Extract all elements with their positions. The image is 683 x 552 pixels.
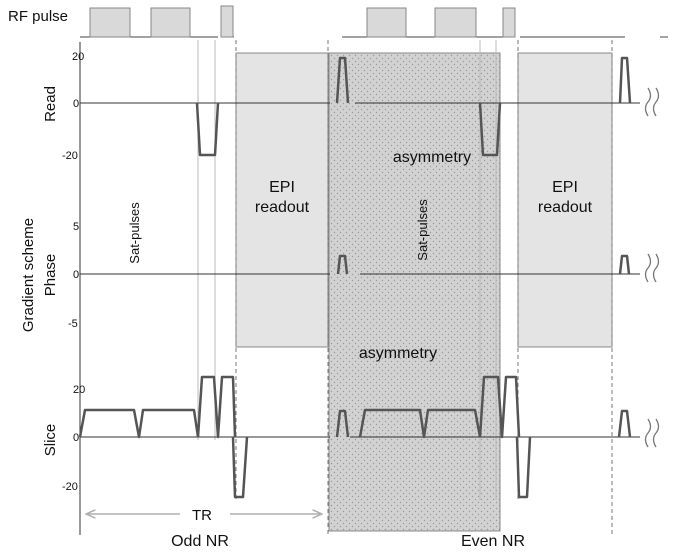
read-trace — [195, 56, 632, 157]
slice-lobes-odd — [196, 375, 237, 439]
rf-pulse-odd-3 — [220, 5, 234, 38]
slice-tick-neg: -20 — [62, 481, 78, 493]
slice-trace — [78, 375, 632, 499]
gradient-scheme-label: Gradient scheme — [20, 218, 37, 332]
slice-neg-even — [515, 436, 532, 499]
epi-readout-box-even — [517, 52, 613, 348]
slice-blip-even-1 — [335, 409, 350, 438]
read-break-icon — [644, 87, 660, 117]
read-tick-zero: 0 — [73, 98, 79, 110]
odd-nr-label: Odd NR — [171, 533, 229, 550]
slice-break-icon — [644, 418, 660, 448]
slice-tick-pos: 20 — [73, 384, 85, 396]
epi-readout-label-odd-2: readout — [255, 199, 310, 216]
read-blip-even-2 — [618, 56, 632, 104]
rf-pulse-even-1 — [366, 7, 407, 38]
dashed-guides — [235, 40, 613, 535]
rf-pulses — [89, 5, 516, 38]
slice-axis-label: Slice — [42, 424, 59, 457]
rf-pulse-even-3 — [502, 7, 516, 38]
rf-pulse-odd-2 — [150, 7, 191, 38]
slice-lobes-even — [478, 375, 521, 439]
even-nr-label: Even NR — [461, 533, 525, 550]
rf-pulse-odd-1 — [89, 7, 131, 38]
phase-tick-pos: 5 — [73, 221, 79, 233]
asymmetry-box-even — [328, 52, 501, 532]
phase-axis-label: Phase — [42, 254, 59, 297]
slice-tick-zero: 0 — [73, 432, 79, 444]
phase-break-icon — [644, 253, 660, 283]
phase-tick-neg: -5 — [68, 318, 78, 330]
epi-readout-label-even-1: EPI — [552, 179, 578, 196]
phase-trace — [336, 254, 631, 275]
slice-sat-odd — [78, 408, 200, 439]
tr-label: TR — [192, 507, 212, 524]
rf-pulse-even-2 — [434, 7, 477, 38]
epi-readout-label-even-2: readout — [538, 199, 593, 216]
sat-pulses-label-even: Sat-pulses — [415, 199, 430, 261]
slice-sat-even — [358, 408, 482, 439]
sat-pulses-label-odd: Sat-pulses — [127, 202, 142, 264]
read-tick-pos: 20 — [72, 51, 84, 63]
phase-tick-zero: 0 — [73, 269, 79, 281]
read-tick-neg: -20 — [62, 150, 78, 162]
slice-neg-odd — [231, 436, 249, 499]
phase-blip-even-2 — [618, 254, 631, 275]
asymmetry-label-phase: asymmetry — [359, 345, 437, 362]
epi-readout-label-odd-1: EPI — [269, 179, 295, 196]
asymmetry-label-read: asymmetry — [393, 149, 471, 166]
slice-blip-even-2 — [617, 409, 632, 438]
read-lobe-even — [478, 102, 502, 157]
rf-pulse-label: RF pulse — [8, 8, 68, 25]
epi-readout-box-odd — [235, 52, 329, 348]
read-lobe-odd — [195, 102, 220, 157]
read-blip-even-1 — [335, 56, 350, 104]
phase-blip-even-1 — [336, 254, 349, 275]
read-axis-label: Read — [42, 86, 59, 122]
